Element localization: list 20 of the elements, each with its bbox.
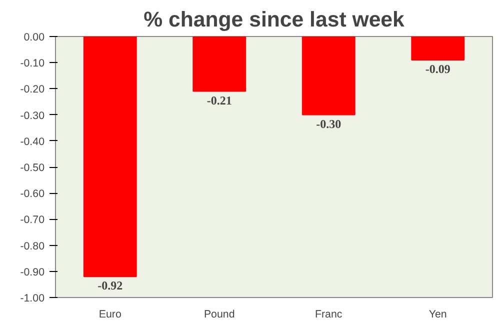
y-tick-label: -0.20	[20, 84, 45, 96]
y-tick-label: -0.40	[20, 136, 45, 148]
data-label: -0.21	[206, 93, 232, 108]
x-tick-label: Pound	[204, 308, 235, 320]
y-tick-label: -0.70	[20, 214, 45, 226]
x-tick-label: Yen	[428, 308, 447, 320]
y-tick-label: 0.00	[24, 32, 45, 44]
data-label: -0.92	[98, 278, 123, 293]
data-label: -0.30	[316, 116, 342, 131]
y-tick-label: -0.30	[20, 110, 45, 122]
y-tick-label: -0.10	[20, 58, 45, 70]
x-tick-label: Euro	[98, 308, 122, 320]
y-tick-label: -0.60	[20, 188, 45, 200]
data-label: -0.09	[425, 62, 450, 76]
y-tick-label: -1.00	[20, 292, 45, 304]
chart-title: % change since last week	[144, 8, 405, 32]
y-tick-label: -0.50	[20, 162, 45, 174]
y-tick-label: -0.90	[20, 266, 45, 278]
y-tick-label: -0.80	[20, 240, 45, 252]
x-tick-label: Franc	[315, 308, 343, 320]
